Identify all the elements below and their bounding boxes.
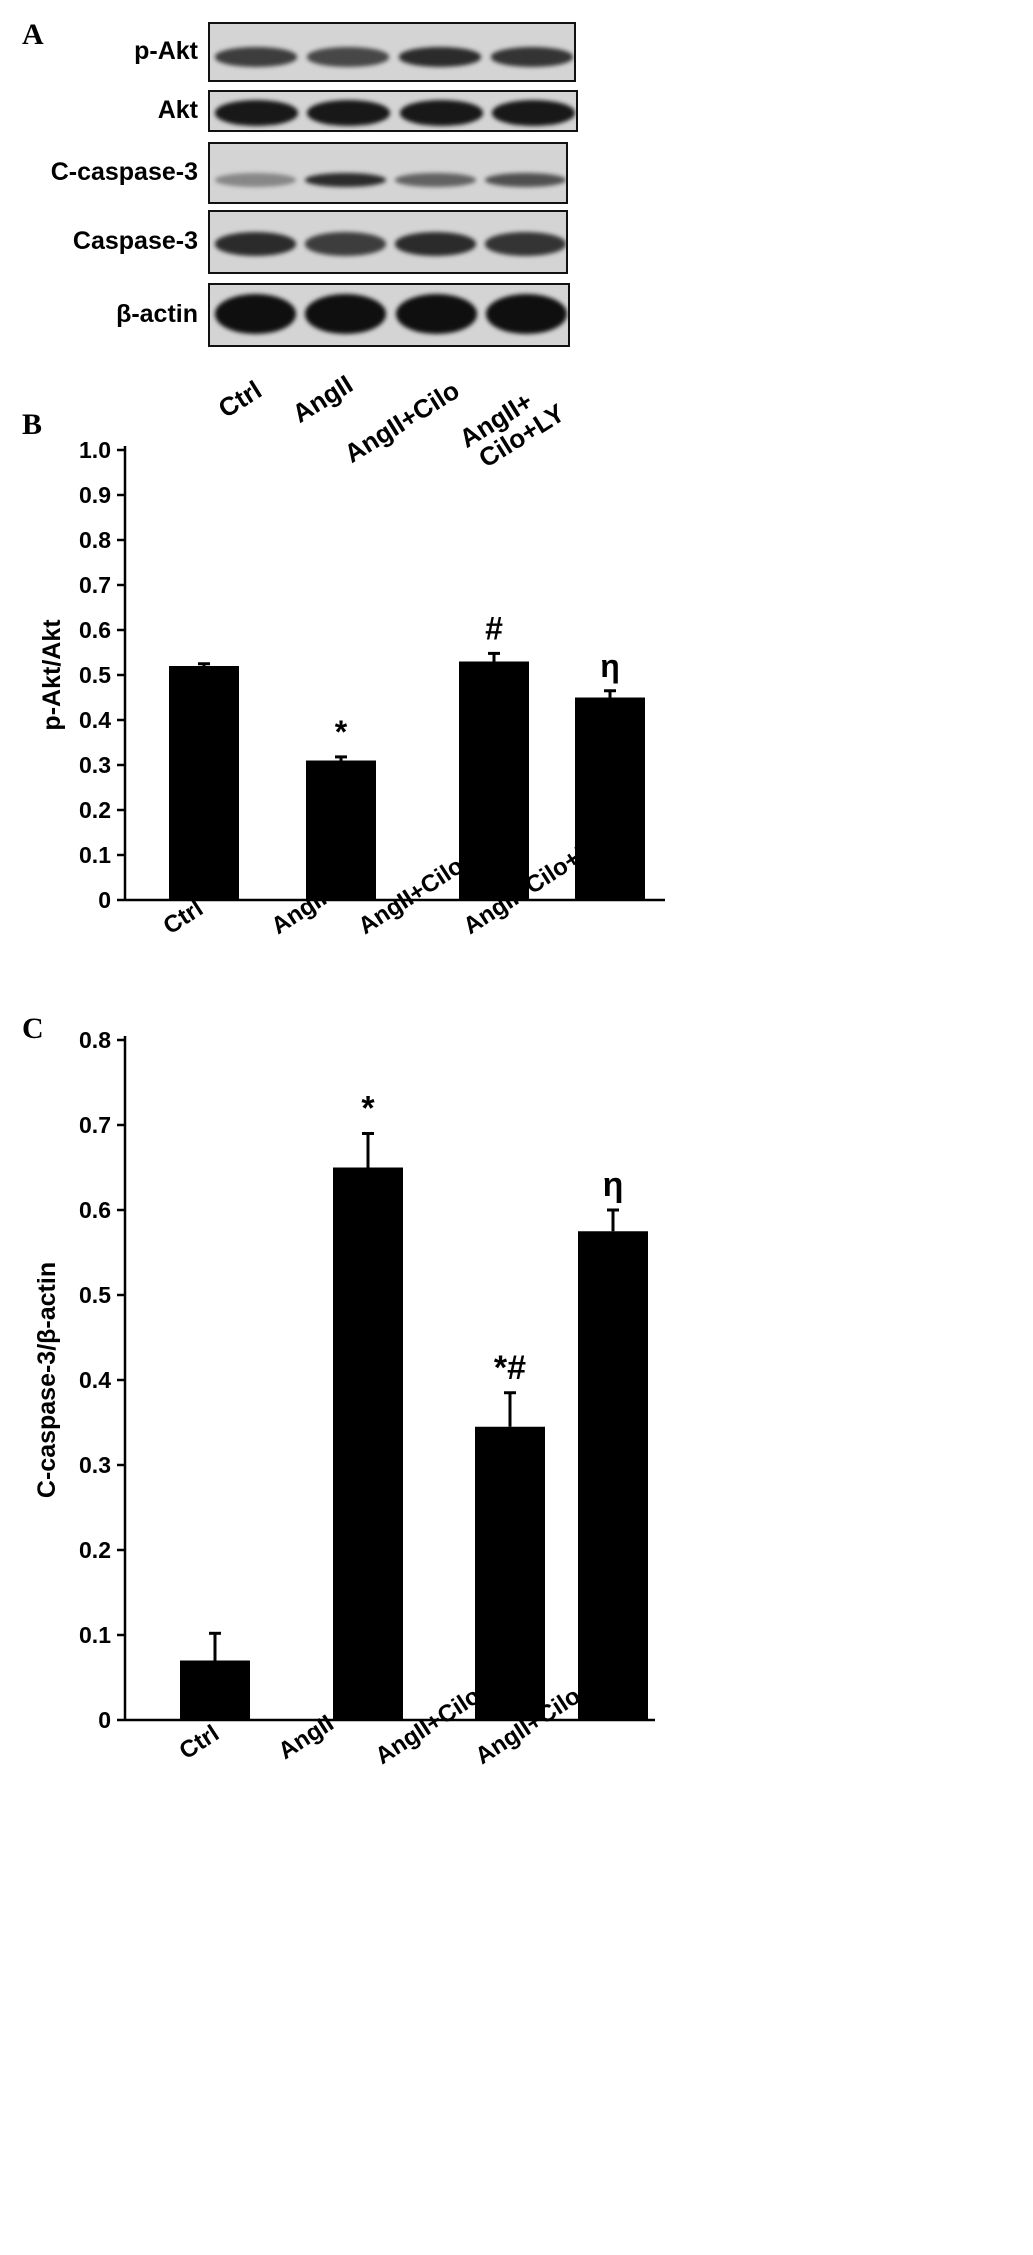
chart-b-y-tick-label: 0.8 <box>79 527 111 553</box>
blot-band <box>398 47 482 67</box>
blot-band <box>214 232 296 256</box>
chart-b-significance-mark: η <box>600 648 620 684</box>
blot-strip-1 <box>208 90 578 132</box>
chart-b-category-label: AngII <box>267 885 332 940</box>
chart-b-significance-mark: # <box>485 610 503 646</box>
blot-band <box>484 173 566 187</box>
chart-c-bar <box>475 1426 545 1720</box>
blot-label-4: β-actin <box>116 300 198 328</box>
chart-c-significance-mark: *# <box>494 1349 526 1387</box>
chart-b-y-tick-label: 0.4 <box>79 707 111 733</box>
blot-band <box>307 100 391 126</box>
blot-band <box>486 293 568 334</box>
blot-band <box>399 100 483 126</box>
blot-label-1: Akt <box>157 96 198 124</box>
chart-b-y-tick-label: 0.5 <box>79 662 111 688</box>
blot-band <box>304 232 386 256</box>
panel-b-letter: B <box>22 408 43 441</box>
chart-c-y-tick-label: 0.1 <box>79 1622 111 1648</box>
chart-b-bar <box>459 661 529 900</box>
chart-c-category-label: Ctrl <box>175 1720 224 1765</box>
chart-b-y-tick-label: 1.0 <box>79 437 111 463</box>
blot-strip-4 <box>208 283 570 347</box>
chart-c-y-tick-label: 0.2 <box>79 1537 111 1563</box>
chart-c-y-tick-label: 0.4 <box>79 1367 111 1393</box>
blot-band <box>214 100 298 126</box>
chart-b-y-tick-label: 0 <box>98 887 111 913</box>
blot-band <box>214 173 296 187</box>
blot-band <box>490 47 574 67</box>
chart-b-y-tick-label: 0.9 <box>79 482 111 508</box>
chart-c-y-tick-label: 0.3 <box>79 1452 111 1478</box>
chart-b-y-axis-label: p-Akt/Akt <box>38 619 66 731</box>
blot-band <box>484 232 566 256</box>
blot-band <box>394 232 476 256</box>
blot-band <box>395 293 477 334</box>
chart-c-y-axis-label: C-caspase-3/β-actin <box>33 1262 61 1498</box>
blot-band <box>214 293 296 334</box>
chart-c-bar <box>180 1660 250 1720</box>
blot-band <box>304 173 386 187</box>
blot-band <box>492 100 576 126</box>
chart-b-y-tick-label: 0.3 <box>79 752 111 778</box>
chart-c-y-tick-label: 0.7 <box>79 1112 111 1138</box>
blot-strip-0 <box>208 22 576 82</box>
blot-strip-3 <box>208 210 568 274</box>
chart-c-y-tick-label: 0.8 <box>79 1027 111 1053</box>
chart-b-significance-mark: * <box>335 714 348 750</box>
panel-c-letter: C <box>22 1012 44 1045</box>
chart-b-bar <box>169 666 239 900</box>
chart-c-bar <box>333 1167 403 1720</box>
chart-c-bar <box>578 1231 648 1720</box>
chart-c-significance-mark: η <box>603 1166 624 1204</box>
chart-c-significance-mark: * <box>361 1090 375 1128</box>
blot-band <box>394 173 476 187</box>
chart-c-y-tick-label: 0.5 <box>79 1282 111 1308</box>
chart-b-y-tick-label: 0.2 <box>79 797 111 823</box>
blot-label-3: Caspase-3 <box>72 227 198 255</box>
blot-band <box>306 47 390 67</box>
chart-c-y-tick-label: 0.6 <box>79 1197 111 1223</box>
chart-b-bar <box>306 760 376 900</box>
chart-b-bar <box>575 697 645 900</box>
chart-c-y-tick-label: 0 <box>98 1707 111 1733</box>
blot-label-0: p-Akt <box>134 37 198 65</box>
chart-b-y-tick-label: 0.6 <box>79 617 111 643</box>
chart-b-y-tick-label: 0.1 <box>79 842 111 868</box>
blot-band <box>305 293 387 334</box>
panel-a-letter: A <box>22 18 44 51</box>
chart-c-category-label: AngII <box>274 1710 339 1765</box>
blot-band <box>214 47 298 67</box>
blot-label-2: C-caspase-3 <box>50 158 198 186</box>
chart-b-y-tick-label: 0.7 <box>79 572 111 598</box>
blot-strip-2 <box>208 142 568 204</box>
chart-b-category-label: Ctrl <box>159 895 208 940</box>
